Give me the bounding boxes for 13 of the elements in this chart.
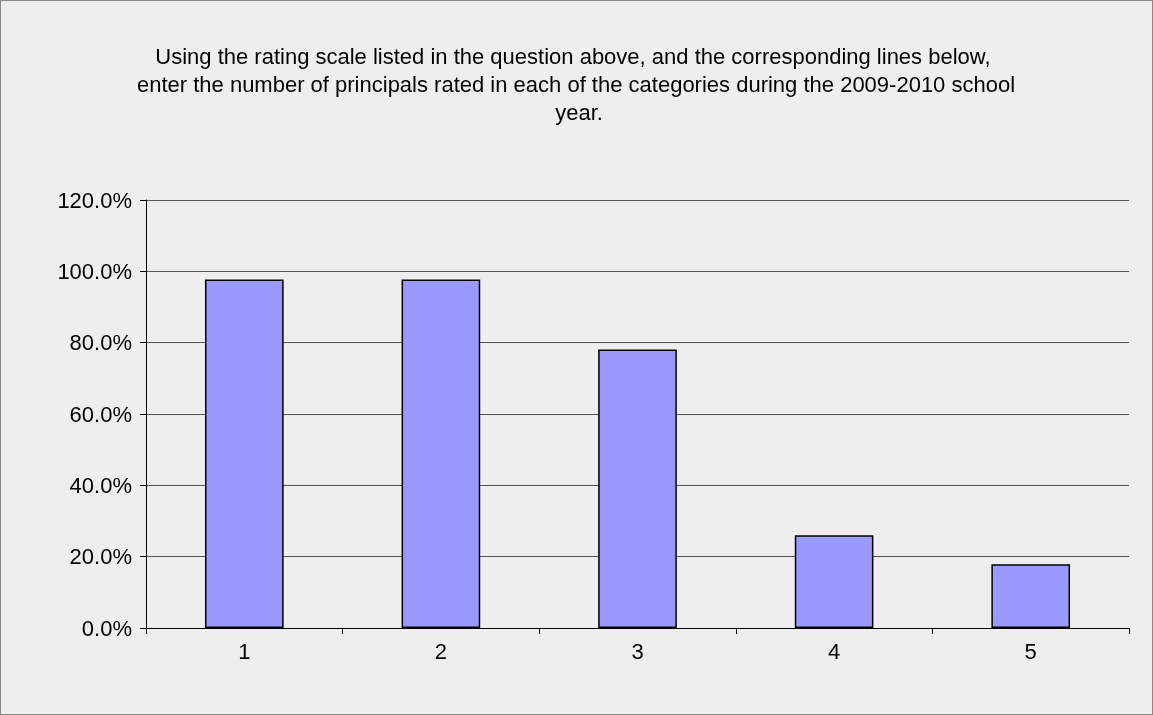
y-tick-label: 20.0% — [69, 544, 132, 570]
x-tick-label: 1 — [238, 638, 251, 664]
y-tick-label: 60.0% — [69, 401, 132, 427]
y-tick-label: 100.0% — [57, 258, 132, 284]
chart-title: Using the rating scale listed in the question above, and the corresponding lines below, enter the number of principals rated in each of the categories during the 2009-2010 school year. — [136, 43, 1016, 125]
y-tick-label: 40.0% — [69, 472, 132, 498]
x-tick-label: 3 — [631, 638, 644, 664]
y-tick-label: 120.0% — [57, 187, 132, 213]
y-tick-label: 80.0% — [69, 330, 132, 356]
x-tick-label: 2 — [434, 638, 448, 664]
y-tick-label: 0.0% — [81, 615, 132, 641]
x-tick-label: 4 — [827, 638, 841, 664]
x-tick-label: 5 — [1024, 638, 1037, 664]
